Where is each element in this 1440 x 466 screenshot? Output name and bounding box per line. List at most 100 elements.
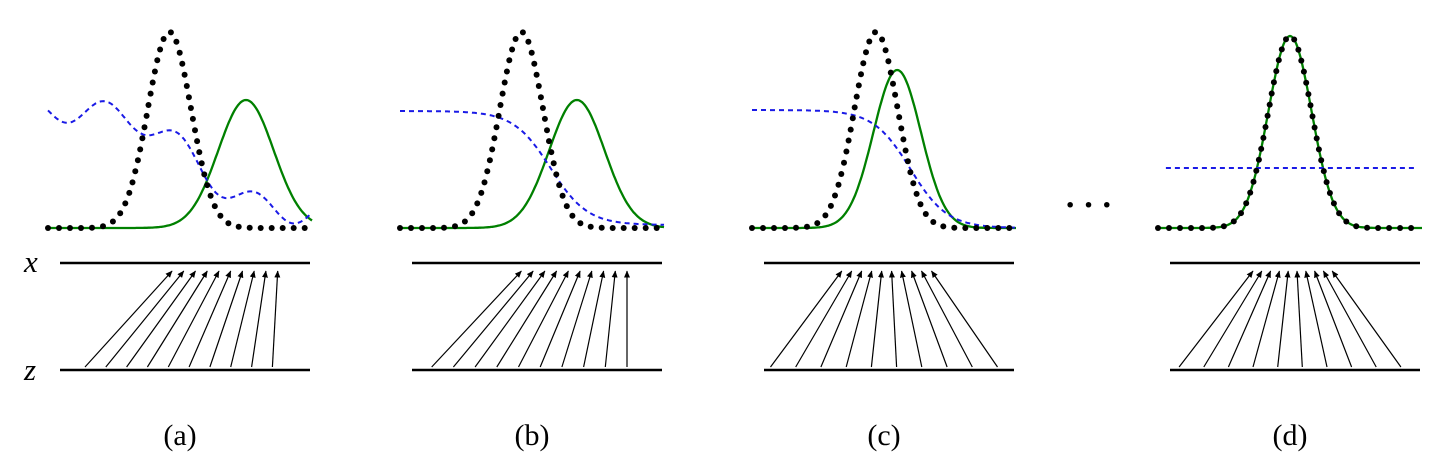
data-point [866, 38, 873, 45]
data-point [528, 49, 535, 56]
data-point [461, 218, 468, 225]
data-point [519, 29, 526, 36]
data-point [885, 58, 892, 65]
data-point [408, 225, 414, 231]
data-point [1264, 112, 1271, 119]
mapping-arrow [911, 270, 948, 368]
data-point [1166, 225, 1172, 231]
panel-labels: (a) (b) (c) (d) [163, 419, 1307, 452]
mapping-arrow [209, 270, 244, 368]
mapping-arrow [251, 270, 268, 368]
data-point [187, 105, 194, 111]
data-point [827, 202, 834, 209]
data-distribution-curve [45, 29, 308, 231]
data-point [587, 223, 594, 230]
data-point [577, 220, 584, 227]
data-point [887, 69, 894, 76]
data-point [145, 102, 152, 108]
data-point [67, 225, 73, 231]
data-point [843, 148, 850, 155]
data-distribution-curve [749, 29, 1013, 231]
data-point [822, 212, 829, 219]
data-point [533, 71, 540, 78]
data-point [1408, 225, 1415, 231]
data-point [1305, 91, 1312, 98]
mapping-arrow [230, 270, 256, 368]
data-point [556, 182, 563, 189]
data-distribution-curve [1155, 36, 1415, 231]
data-point [902, 147, 909, 154]
data-point [1275, 57, 1282, 64]
data-point [894, 103, 901, 110]
data-point [419, 225, 425, 231]
data-point [122, 200, 129, 207]
data-point [151, 68, 158, 75]
data-point [1300, 68, 1307, 75]
data-point [198, 160, 205, 167]
data-point [501, 79, 508, 86]
data-point [995, 225, 1002, 231]
data-point [832, 192, 838, 199]
data-point [1313, 135, 1320, 142]
data-point [56, 225, 62, 231]
data-point [537, 94, 544, 101]
data-point [609, 225, 616, 231]
data-point [962, 225, 969, 231]
data-point [569, 212, 576, 219]
data-point [117, 210, 124, 217]
data-point [246, 224, 253, 231]
data-point [1397, 225, 1404, 231]
mapping-arrow [1277, 270, 1291, 368]
data-point [1270, 79, 1277, 86]
mapping-arrow [820, 270, 863, 368]
data-point [100, 223, 106, 230]
discriminator-curve [47, 100, 313, 225]
data-point [1155, 225, 1161, 231]
data-point [749, 225, 755, 231]
data-point [910, 180, 917, 187]
generator-distribution-curve [48, 98, 313, 230]
data-point [478, 189, 485, 196]
data-point [951, 224, 958, 231]
data-point [863, 49, 869, 56]
data-point [45, 225, 51, 231]
data-point [225, 220, 232, 227]
data-point [1253, 167, 1260, 174]
data-point [1291, 36, 1298, 43]
data-point [814, 220, 821, 227]
data-point [129, 179, 136, 186]
data-point [1210, 224, 1216, 231]
generator-distribution-curve [400, 98, 665, 230]
data-point [1260, 134, 1267, 141]
data-point [860, 60, 867, 67]
data-point [497, 102, 504, 108]
data-point [183, 83, 190, 89]
data-point [139, 135, 146, 142]
mapping-arrow [146, 270, 208, 368]
mapping-arrow [167, 270, 220, 368]
data-point [1243, 200, 1250, 207]
data-point [879, 36, 886, 43]
data-point [181, 71, 188, 78]
data-point [1315, 146, 1322, 153]
data-point [157, 46, 164, 53]
mapping-arrow [920, 270, 973, 368]
data-point [430, 225, 436, 231]
data-point [1318, 157, 1325, 164]
data-point [126, 189, 133, 196]
mapping-arrow [188, 270, 232, 368]
data-point [499, 90, 506, 97]
data-point [559, 192, 566, 199]
data-point [653, 225, 660, 231]
data-point [1343, 218, 1350, 225]
data-point [907, 169, 914, 176]
mapping-arrow [931, 270, 998, 368]
data-point [882, 47, 889, 54]
data-point [1199, 225, 1205, 231]
data-point [149, 79, 156, 86]
data-point [631, 225, 638, 231]
data-point [397, 225, 403, 231]
data-point [904, 158, 911, 165]
